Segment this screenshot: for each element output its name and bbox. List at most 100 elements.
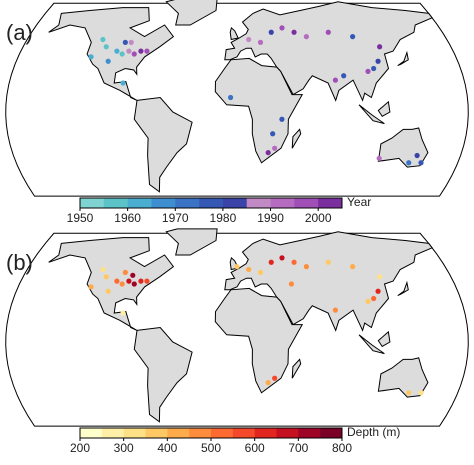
- data-point: [138, 278, 144, 284]
- data-point: [88, 54, 94, 60]
- data-point: [376, 155, 382, 161]
- continent: [358, 334, 385, 355]
- data-point: [341, 73, 347, 79]
- data-point: [288, 281, 294, 287]
- panel-label: (a): [6, 20, 33, 45]
- data-point: [350, 264, 356, 270]
- data-point: [120, 310, 126, 316]
- colorbar-tick-label: 1990: [257, 211, 284, 225]
- colorbar-segment: [167, 428, 190, 438]
- colorbar-segment: [254, 428, 277, 438]
- continent: [224, 1, 433, 102]
- data-point: [114, 48, 120, 54]
- colorbar-tick-label: 400: [157, 441, 177, 455]
- data-point: [303, 34, 309, 40]
- data-point: [279, 25, 285, 31]
- colorbar-segment: [101, 428, 124, 438]
- colorbar-segment: [246, 198, 271, 208]
- panel-label: (b): [6, 250, 33, 275]
- colorbar-tick-label: 1980: [210, 211, 237, 225]
- data-point: [265, 150, 271, 156]
- data-point: [100, 266, 106, 273]
- data-point: [144, 48, 150, 54]
- colorbar-segment: [175, 198, 200, 208]
- continent: [165, 0, 218, 26]
- data-point: [303, 264, 309, 270]
- data-point: [371, 65, 377, 72]
- continent: [397, 280, 409, 297]
- colorbar-tick-label: 200: [70, 441, 90, 455]
- colorbar-tick-label: 1970: [162, 211, 189, 225]
- colorbar-segment: [189, 428, 212, 438]
- data-point: [406, 160, 412, 166]
- data-point: [265, 380, 271, 386]
- continent: [224, 231, 433, 332]
- data-point: [126, 278, 132, 284]
- colorbar-segment: [294, 198, 319, 208]
- data-point: [122, 39, 128, 46]
- continent: [377, 100, 391, 117]
- data-point: [138, 48, 144, 54]
- data-point: [272, 375, 278, 381]
- data-point: [377, 274, 383, 280]
- data-point: [88, 284, 94, 290]
- data-point: [291, 259, 297, 265]
- colorbar-segment: [145, 428, 168, 438]
- colorbar-tick-label: 800: [332, 441, 352, 455]
- data-point: [100, 36, 106, 43]
- data-point: [272, 145, 278, 151]
- data-point: [105, 58, 111, 64]
- data-point: [332, 307, 339, 313]
- colorbar-segment: [232, 428, 255, 438]
- continent: [377, 357, 429, 398]
- data-point: [365, 68, 371, 74]
- data-point: [119, 51, 125, 57]
- map-panel: [5, 228, 469, 427]
- colorbar-segment: [80, 198, 105, 208]
- colorbar-segment: [298, 428, 321, 438]
- colorbar-segment: [127, 198, 152, 208]
- data-point: [128, 39, 134, 46]
- colorbar-tick-label: 500: [201, 441, 221, 455]
- data-point: [119, 281, 125, 287]
- continent: [133, 326, 193, 423]
- colorbar-tick-label: 700: [288, 441, 308, 455]
- data-point: [375, 58, 381, 64]
- data-point: [406, 390, 412, 396]
- colorbar-label: Year: [347, 195, 371, 209]
- data-point: [377, 44, 383, 50]
- colorbar-segment: [276, 428, 299, 438]
- data-point: [270, 131, 276, 137]
- continent: [214, 287, 304, 394]
- colorbar-segment: [103, 198, 128, 208]
- colorbar-segment: [320, 428, 343, 438]
- data-point: [227, 94, 234, 101]
- colorbar-tick-label: 600: [245, 441, 265, 455]
- colorbar-segment: [199, 198, 224, 208]
- data-point: [268, 259, 274, 265]
- colorbar-segment: [222, 198, 248, 208]
- colorbar-segment: [270, 198, 295, 208]
- data-point: [120, 80, 126, 86]
- data-point: [268, 29, 274, 35]
- data-point: [144, 278, 150, 284]
- colorbar-tick-label: 300: [114, 441, 134, 455]
- colorbar-segment: [80, 428, 103, 438]
- data-point: [418, 160, 424, 166]
- colorbar-segment: [151, 198, 176, 208]
- data-point: [414, 152, 420, 159]
- data-point: [122, 269, 128, 275]
- data-point: [325, 29, 331, 35]
- data-point: [279, 116, 285, 122]
- data-point: [103, 44, 109, 50]
- colorbar-label: Depth (m): [347, 425, 400, 439]
- colorbar-frame: [79, 197, 343, 209]
- data-point: [246, 36, 252, 43]
- continent: [165, 228, 218, 256]
- continent: [358, 104, 385, 125]
- data-point: [418, 390, 424, 396]
- data-point: [257, 39, 264, 46]
- continent: [397, 50, 409, 67]
- data-point: [371, 295, 377, 302]
